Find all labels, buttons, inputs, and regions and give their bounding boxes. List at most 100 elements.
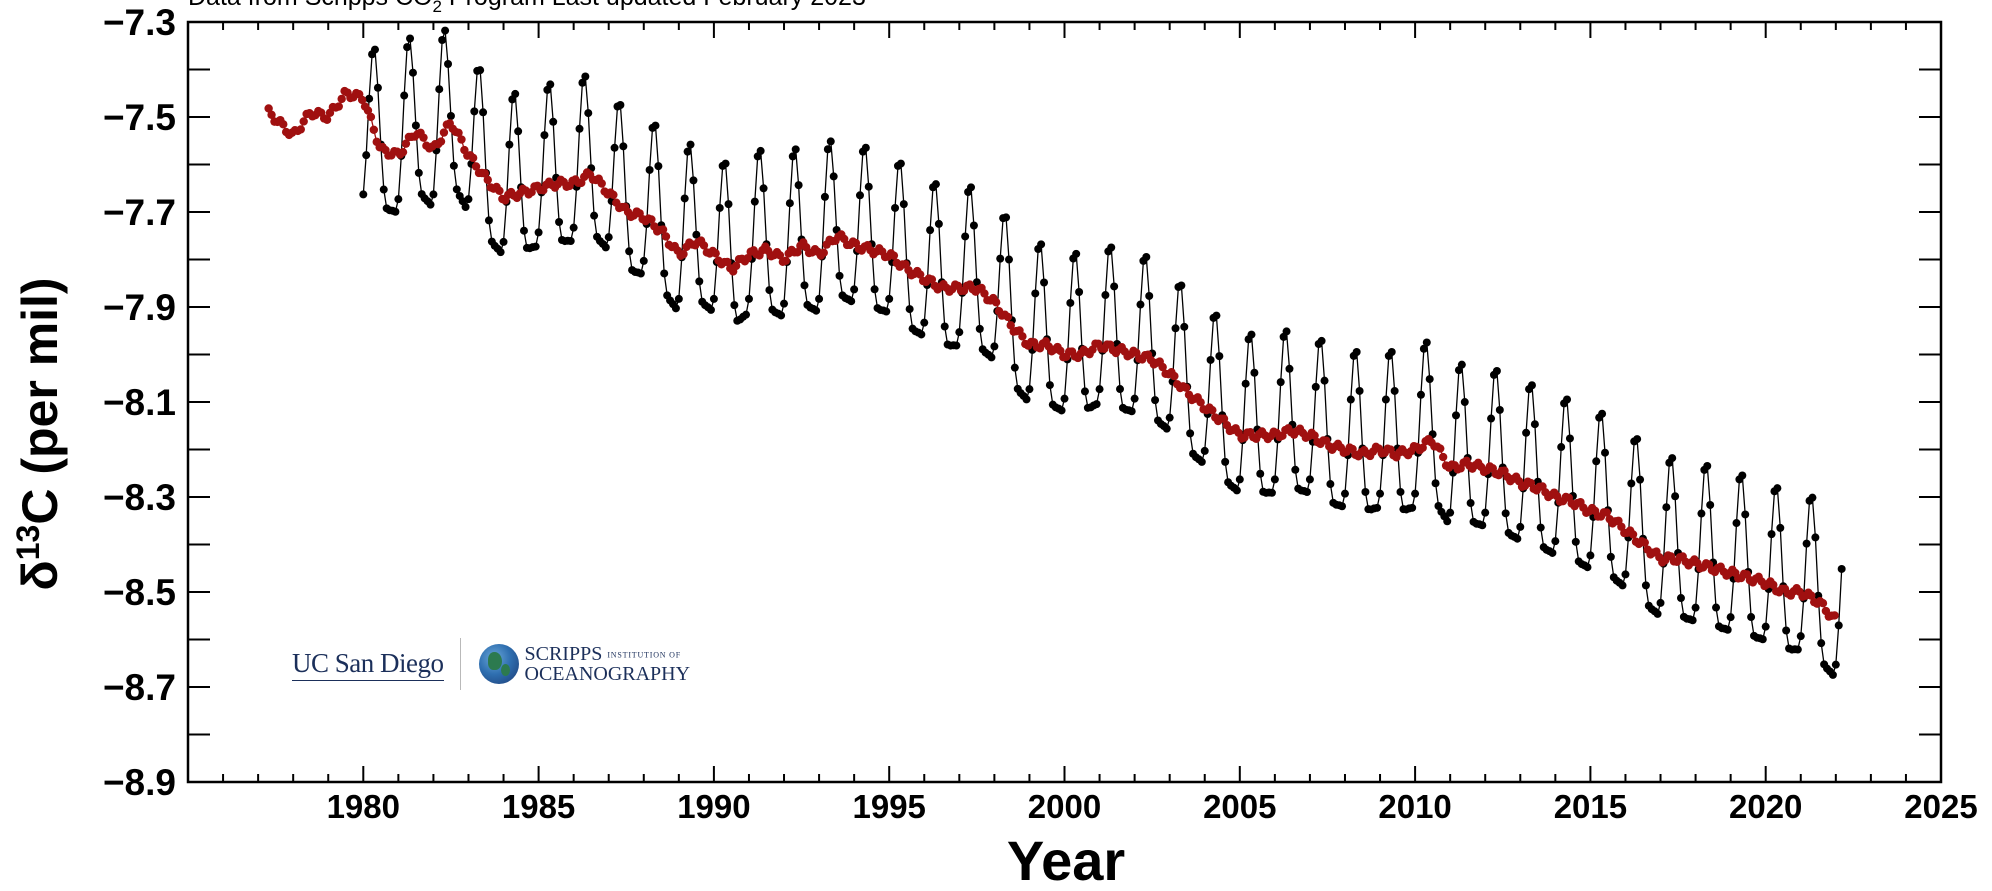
monthly-point — [1747, 613, 1756, 622]
monthly-point — [514, 127, 523, 136]
monthly-point — [610, 143, 619, 152]
monthly-point — [1165, 413, 1174, 422]
y-tick-label: −7.9 — [103, 287, 176, 328]
seasonally-adjusted-point — [299, 117, 308, 126]
monthly-point — [1317, 336, 1326, 345]
monthly-point — [1563, 395, 1572, 404]
monthly-point — [952, 341, 961, 350]
monthly-point — [534, 228, 543, 237]
monthly-point — [435, 85, 444, 94]
x-tick-label: 1990 — [677, 788, 750, 825]
monthly-point — [1235, 475, 1244, 484]
monthly-point — [785, 199, 794, 208]
monthly-point — [1516, 522, 1525, 531]
monthly-point — [1276, 378, 1285, 387]
monthly-point — [706, 305, 715, 314]
monthly-point — [891, 203, 900, 212]
monthly-point — [1136, 300, 1145, 309]
seasonally-adjusted-point — [1418, 443, 1427, 452]
monthly-point — [1691, 603, 1700, 612]
monthly-point — [730, 301, 739, 310]
monthly-point — [446, 112, 455, 121]
monthly-point — [1565, 434, 1574, 443]
monthly-point — [815, 294, 824, 303]
monthly-point — [511, 89, 520, 98]
monthly-point — [940, 322, 949, 331]
monthly-point — [1419, 344, 1428, 353]
monthly-point — [1338, 502, 1347, 511]
monthly-point — [812, 306, 821, 315]
monthly-point — [1270, 475, 1279, 484]
x-tick-label: 2025 — [1904, 788, 1977, 825]
monthly-point — [1212, 311, 1221, 320]
monthly-point — [1004, 255, 1013, 264]
seasonally-adjusted-point — [296, 125, 305, 134]
seasonally-adjusted-point — [1830, 611, 1839, 620]
institution-logos: UC San Diego SCRIPPS INSTITUTION OF OCEA… — [292, 638, 690, 690]
seasonally-adjusted-point — [731, 261, 741, 271]
monthly-point — [391, 207, 400, 216]
monthly-point — [601, 243, 610, 252]
monthly-point — [1837, 564, 1846, 573]
seasonally-adjusted-point — [1602, 508, 1611, 517]
monthly-point — [1340, 489, 1349, 498]
monthly-point — [370, 45, 379, 54]
monthly-point — [1466, 499, 1475, 508]
monthly-point — [581, 72, 590, 81]
seasonally-adjusted-point — [1640, 538, 1649, 547]
seasonally-adjusted-point — [357, 95, 367, 105]
seasonally-adjusted-point — [699, 241, 709, 250]
seasonally-adjusted-point — [480, 169, 490, 178]
monthly-point — [449, 161, 458, 170]
monthly-point — [1487, 414, 1496, 423]
monthly-point — [1177, 281, 1186, 290]
monthly-point — [1285, 364, 1294, 373]
monthly-point — [1551, 537, 1560, 546]
monthly-point — [1387, 347, 1396, 356]
monthly-point — [1492, 366, 1501, 375]
monthly-point — [1656, 598, 1665, 607]
monthly-point — [721, 159, 730, 168]
monthly-point — [1066, 298, 1075, 307]
seasonally-adjusted-point — [468, 153, 478, 163]
monthly-point — [1101, 291, 1110, 300]
monthly-point — [689, 176, 698, 185]
monthly-point — [683, 147, 692, 156]
monthly-point — [484, 216, 493, 225]
seasonally-adjusted-point — [1208, 405, 1217, 415]
monthly-point — [1796, 632, 1805, 641]
monthly-point — [975, 324, 984, 333]
monthly-point — [1548, 548, 1557, 557]
monthly-point — [519, 226, 528, 235]
monthly-point — [1376, 489, 1385, 498]
monthly-point — [1247, 330, 1256, 339]
monthly-point — [408, 68, 417, 77]
monthly-point — [1817, 639, 1826, 648]
monthly-point — [905, 305, 914, 314]
monthly-point — [411, 121, 420, 130]
seasonally-adjusted-point — [927, 275, 937, 284]
monthly-point — [406, 34, 415, 43]
monthly-point — [926, 226, 935, 235]
seasonally-adjusted-point — [991, 298, 1001, 307]
seasonally-adjusted-point — [781, 256, 790, 266]
seasonally-adjusted-point — [483, 175, 492, 185]
seasonally-adjusted-point — [1617, 522, 1626, 531]
monthly-point — [715, 203, 724, 212]
seasonally-adjusted-point — [436, 137, 446, 146]
monthly-point — [780, 299, 789, 308]
monthly-point — [777, 311, 786, 320]
monthly-point — [961, 232, 970, 241]
monthly-point — [414, 168, 423, 177]
monthly-point — [1425, 375, 1434, 384]
monthly-point — [1536, 523, 1545, 532]
monthly-point — [885, 294, 894, 303]
monthly-point — [1606, 552, 1615, 561]
seasonally-adjusted-point — [1769, 580, 1778, 590]
monthly-point — [1250, 368, 1259, 377]
monthly-point — [996, 254, 1005, 263]
seasonally-adjusted-point — [471, 162, 481, 171]
monthly-point — [1206, 355, 1215, 364]
monthly-point — [1282, 327, 1291, 336]
monthly-point — [604, 233, 613, 242]
